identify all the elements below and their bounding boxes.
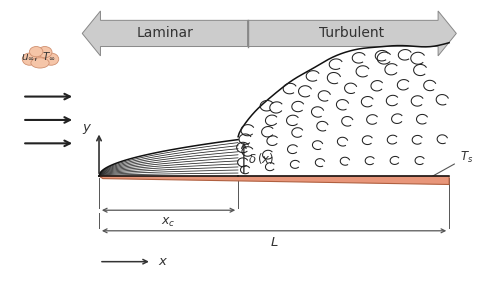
Ellipse shape xyxy=(43,53,59,65)
Ellipse shape xyxy=(37,47,52,58)
Text: $x_c$: $x_c$ xyxy=(161,216,175,229)
Text: $u_\infty,\ T_\infty$: $u_\infty,\ T_\infty$ xyxy=(22,51,57,63)
Text: Turbulent: Turbulent xyxy=(319,27,384,40)
Ellipse shape xyxy=(31,58,49,68)
Ellipse shape xyxy=(22,53,36,65)
Text: $\delta\,(x)$: $\delta\,(x)$ xyxy=(248,151,274,166)
Ellipse shape xyxy=(29,47,43,57)
Text: Laminar: Laminar xyxy=(136,27,193,40)
Ellipse shape xyxy=(27,50,52,66)
Text: $x$: $x$ xyxy=(157,255,168,268)
Text: $T_s$: $T_s$ xyxy=(427,150,472,179)
Polygon shape xyxy=(247,11,456,56)
Text: $L$: $L$ xyxy=(269,236,278,249)
Polygon shape xyxy=(99,176,448,184)
Polygon shape xyxy=(82,11,247,56)
Text: $y$: $y$ xyxy=(82,122,92,136)
